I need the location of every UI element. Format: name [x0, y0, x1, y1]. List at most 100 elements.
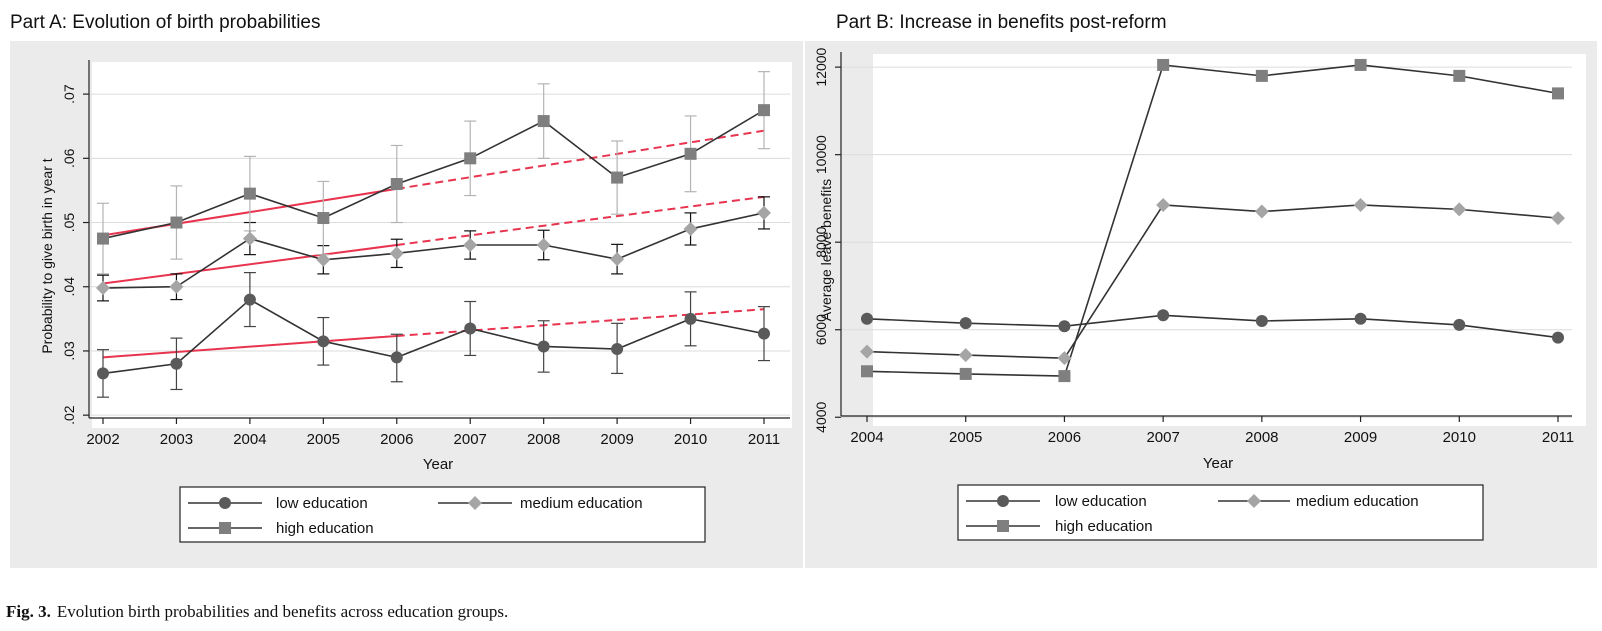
- panel-b-x-tick-label: 2009: [1344, 429, 1377, 446]
- panel-b-point-low: [959, 317, 972, 330]
- panel-b-line-low: [866, 314, 1559, 339]
- panel-a-x-tick-label: 2009: [600, 431, 633, 448]
- panel-a-y-tick-label: .03: [61, 341, 77, 361]
- panel-a-legend-box: [179, 486, 706, 543]
- panel-b-x-axis-label: Year: [1203, 455, 1233, 472]
- panel-b-point-high: [1354, 58, 1367, 71]
- panel-a-point-medium: [757, 205, 771, 220]
- panel-b-legend-medium-label: medium education: [1296, 493, 1419, 510]
- panel-a-point-low: [317, 335, 330, 348]
- panel-b-point-medium: [1156, 197, 1171, 212]
- panel-a-x-tick-label: 2008: [527, 431, 560, 448]
- panel-a-legend-high-label: high education: [276, 520, 374, 537]
- panel-a-x-tick-label: 2007: [454, 431, 487, 448]
- panel-b-line-medium: [866, 204, 1559, 359]
- panel-a-line-medium: [102, 212, 765, 289]
- panel-a-point-medium: [463, 238, 478, 252]
- panel-a-x-tick-label: 2010: [674, 431, 707, 448]
- panel-b-point-medium: [860, 344, 874, 359]
- panel-a-point-medium: [316, 252, 331, 267]
- panel-a-legend-high-marker: [219, 522, 231, 534]
- panel-a-series-lines: [102, 109, 765, 375]
- panel-b-point-medium: [1254, 204, 1269, 219]
- panel-a-trend-solid-low: [102, 334, 397, 359]
- panel-b-legend-low-marker: [997, 495, 1009, 507]
- panel-a-point-low: [243, 293, 256, 306]
- panel-a-y-axis-label: Probability to give birth in year t: [39, 158, 55, 353]
- panel-a-legend: low education medium education high educ…: [179, 486, 706, 543]
- panel-a-trend-dashed-high: [396, 129, 765, 190]
- panel-a-point-medium: [536, 238, 551, 252]
- panel-b-plot-area: [873, 54, 1586, 426]
- panel-a-y-tick-label: .02: [61, 405, 77, 425]
- panel-b-point-high: [959, 367, 972, 380]
- panel-b-y-tick-label: 4000: [813, 401, 829, 432]
- panel-a-x-tick-label: 2003: [160, 431, 193, 448]
- panel-b-y-tick-label: 10000: [813, 135, 829, 174]
- panel-b-title: Part B: Increase in benefits post-reform: [836, 12, 1167, 33]
- panel-a-point-medium: [610, 252, 625, 267]
- panel-a-y-tick-label: .07: [61, 84, 77, 104]
- panel-a-trend-dashed-low: [396, 308, 765, 337]
- panel-b-axes: 4000 6000 8000 10000 12000 2004 2005 2006 2007 20…: [813, 47, 1574, 446]
- panel-a-point-high: [97, 232, 109, 245]
- panel-a-legend-low-marker: [219, 497, 231, 509]
- panel-b-legend-box: [957, 484, 1484, 541]
- panel-a-point-high: [537, 115, 550, 128]
- panel-a-y-tick-label: .04: [61, 277, 77, 297]
- panel-a-x-tick-label: 2002: [86, 431, 119, 448]
- panel-a-point-medium: [96, 281, 110, 296]
- figure-caption-text: Evolution birth probabilities and benefi…: [56, 602, 509, 621]
- panel-a-point-high: [684, 147, 697, 160]
- panel-b-x-tick-label: 2007: [1146, 429, 1179, 446]
- panel-a-x-tick-label: 2011: [748, 431, 780, 448]
- panel-a-x-tick-label: 2005: [307, 431, 340, 448]
- panel-b-legend-medium-marker: [1247, 494, 1261, 508]
- panel-b: Part B: Increase in benefits post-reform…: [805, 12, 1597, 568]
- panel-a-legend-medium-label: medium education: [520, 495, 643, 512]
- panel-b-point-medium: [1551, 211, 1565, 226]
- panel-b-x-tick-label: 2006: [1048, 429, 1081, 446]
- panel-b-series-lines: [866, 64, 1559, 377]
- panel-a-trend-solid-medium: [102, 244, 397, 285]
- panel-b-legend: low education medium education high educ…: [957, 484, 1484, 541]
- figure: Part A: Evolution of birth probabilities…: [10, 12, 1597, 568]
- panel-a-point-high: [758, 104, 770, 117]
- panel-a-axes: .02 .03 .04 .05 .06 .07 2002 2003 2004 2005 2006 20…: [61, 60, 790, 448]
- panel-a-point-high: [243, 187, 256, 200]
- panel-b-y-axis-label: Average leave benefits: [818, 179, 834, 321]
- panel-a-point-medium: [389, 246, 404, 261]
- panel-a-markers: [96, 104, 771, 380]
- panel-b-point-high: [861, 365, 873, 378]
- panel-a-point-medium: [242, 231, 257, 246]
- panel-b-point-low: [1552, 331, 1564, 344]
- panel-b-gridlines: [841, 66, 1572, 418]
- panel-b-y-tick-label: 12000: [813, 47, 829, 86]
- panel-a-y-tick-label: .05: [61, 213, 77, 233]
- panel-a-y-tick-label: .06: [61, 148, 77, 168]
- panel-a-point-high: [390, 178, 403, 190]
- panel-a-x-tick-label: 2004: [233, 431, 266, 448]
- panel-a-line-low: [102, 298, 765, 375]
- panel-a-x-axis-label: Year: [423, 456, 453, 473]
- panel-a-point-low: [390, 351, 403, 364]
- panel-a-point-low: [758, 327, 770, 340]
- panel-b-point-low: [1058, 320, 1071, 333]
- panel-a-point-low: [537, 340, 550, 353]
- panel-a-plot-area: [92, 62, 792, 428]
- panel-a-title: Part A: Evolution of birth probabilities: [10, 12, 321, 33]
- panel-a-point-medium: [169, 279, 184, 294]
- panel-b-y-tick-label: 6000: [813, 314, 829, 345]
- panel-a-gridlines: [89, 93, 790, 416]
- panel-a-legend-medium-marker: [468, 496, 482, 510]
- panel-b-x-tick-label: 2011: [1542, 429, 1574, 446]
- panel-b-point-low: [861, 312, 873, 325]
- panel-b-point-low: [1157, 309, 1170, 322]
- panel-b-point-medium: [1057, 351, 1072, 366]
- panel-b-point-medium: [1353, 197, 1368, 212]
- panel-b-point-low: [1255, 314, 1268, 327]
- panel-a-trend-dashed-medium: [396, 195, 765, 246]
- panel-a: Part A: Evolution of birth probabilities…: [10, 12, 803, 568]
- panel-a-point-medium: [683, 221, 698, 236]
- panel-b-y-tick-label: 8000: [813, 226, 829, 257]
